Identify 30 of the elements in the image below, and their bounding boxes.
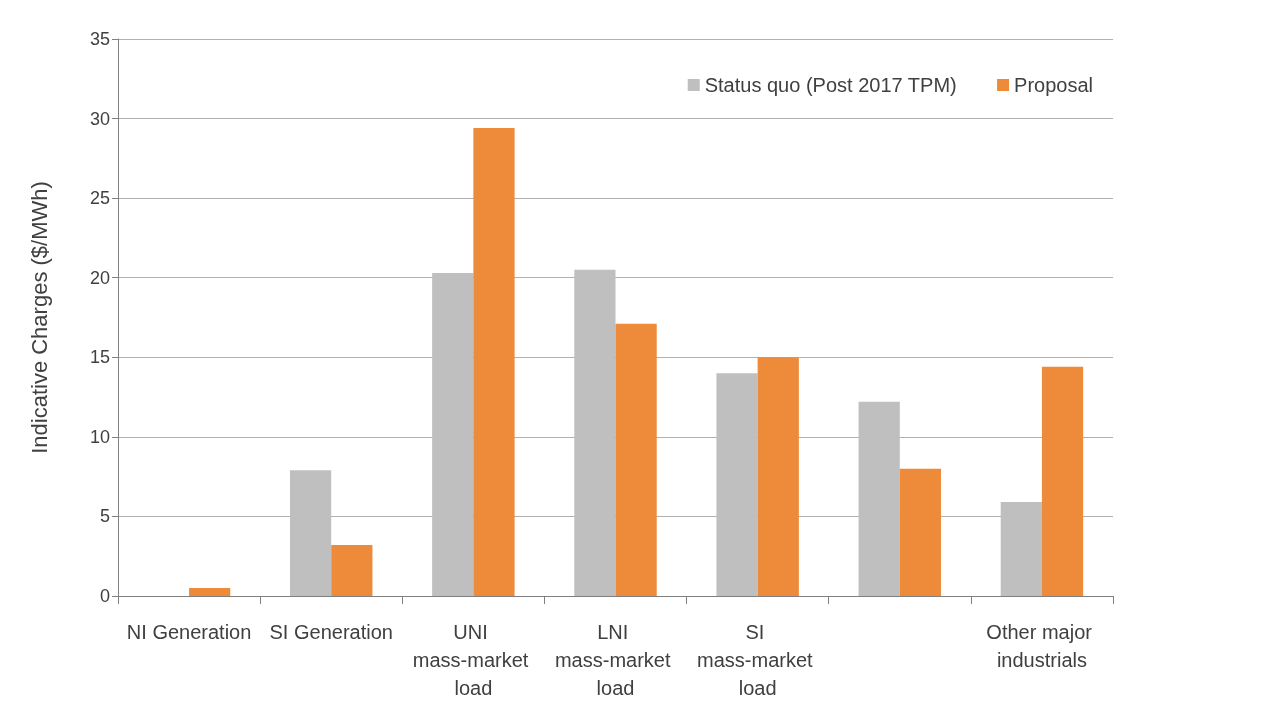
bar — [716, 373, 758, 596]
bar — [899, 468, 942, 596]
bar — [432, 272, 474, 596]
legend-label: Proposal — [1014, 74, 1093, 96]
bar — [757, 357, 799, 596]
bar — [615, 323, 657, 596]
x-tick-label: SI Generation — [269, 621, 393, 643]
bar — [574, 269, 616, 596]
y-tick-label: 0 — [99, 586, 110, 606]
x-tick-label: Other major industrials — [986, 621, 1098, 671]
y-tick-label: 20 — [89, 267, 110, 288]
x-tick-label: UNI mass-market load — [412, 621, 534, 699]
x-tick-label: NI Generation — [126, 621, 252, 643]
bar — [1041, 366, 1084, 596]
y-tick-label: 15 — [89, 347, 110, 368]
y-tick-label: 30 — [89, 108, 110, 129]
bar — [189, 588, 231, 596]
legend-label: Status quo (Post 2017 TPM) — [704, 74, 957, 96]
bar — [473, 128, 515, 596]
y-tick-label: 5 — [99, 506, 110, 527]
y-tick-label: 35 — [89, 29, 110, 49]
bar — [331, 545, 373, 596]
x-tick-label: LNI mass-market load — [554, 621, 677, 699]
bar — [289, 470, 332, 596]
y-axis-title: Indicative Charges ($/MWh) — [26, 181, 52, 454]
x-tick-label: SI mass-market load — [697, 621, 819, 699]
y-tick-label: 25 — [89, 188, 110, 209]
bar — [1000, 502, 1042, 596]
y-tick-label: 10 — [89, 426, 110, 447]
bar — [858, 401, 900, 596]
